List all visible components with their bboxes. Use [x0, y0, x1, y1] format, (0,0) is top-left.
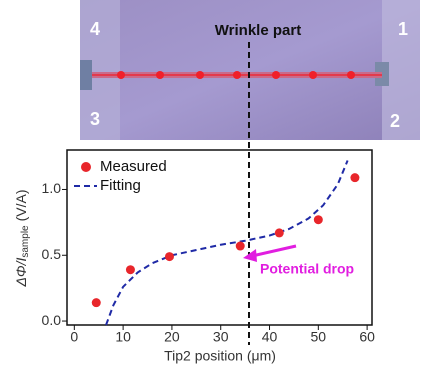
photo: 4 1 3 2 Wrinkle part [80, 0, 420, 140]
x-tick-label: 30 [213, 329, 229, 345]
annotation: Wrinkle part [215, 22, 301, 39]
x-tick-label: 0 [70, 329, 78, 345]
x-axis-label: Tip2 position (μm) [164, 348, 276, 364]
x-tick-label: 40 [262, 329, 278, 345]
photo-label: 2 [390, 111, 400, 131]
point [164, 252, 174, 262]
photo-label: 3 [90, 109, 100, 129]
x-tick-label: 10 [115, 329, 131, 345]
callout-arrow [251, 244, 297, 258]
point [350, 173, 360, 183]
y-tick-label: 1.0 [42, 180, 62, 196]
photo-label: 4 [90, 19, 100, 39]
x-tick-label: 60 [359, 329, 375, 345]
x-tick-label: 50 [311, 329, 327, 345]
y-label-unit: (V/A) [13, 189, 29, 221]
legend-marker [81, 162, 91, 172]
y-tick-label: 0.0 [42, 312, 62, 328]
callout-arrowhead [243, 249, 257, 262]
point [235, 241, 245, 251]
legend-label: Measured [100, 158, 167, 175]
y-axis-label: ΔΦ/Isample (V/A) [13, 189, 31, 287]
y-label-main: ΔΦ/I [13, 258, 29, 288]
point [91, 298, 101, 308]
legend-label: Fitting [100, 177, 141, 194]
point [274, 228, 284, 238]
point [125, 265, 135, 275]
y-tick-label: 0.5 [42, 246, 62, 262]
fit-line [105, 160, 349, 326]
x-tick-label: 20 [164, 329, 180, 345]
photo-label: 1 [398, 19, 408, 39]
callout: Potential drop [260, 261, 354, 277]
y-label-sub: sample [20, 225, 31, 258]
point [313, 215, 323, 225]
